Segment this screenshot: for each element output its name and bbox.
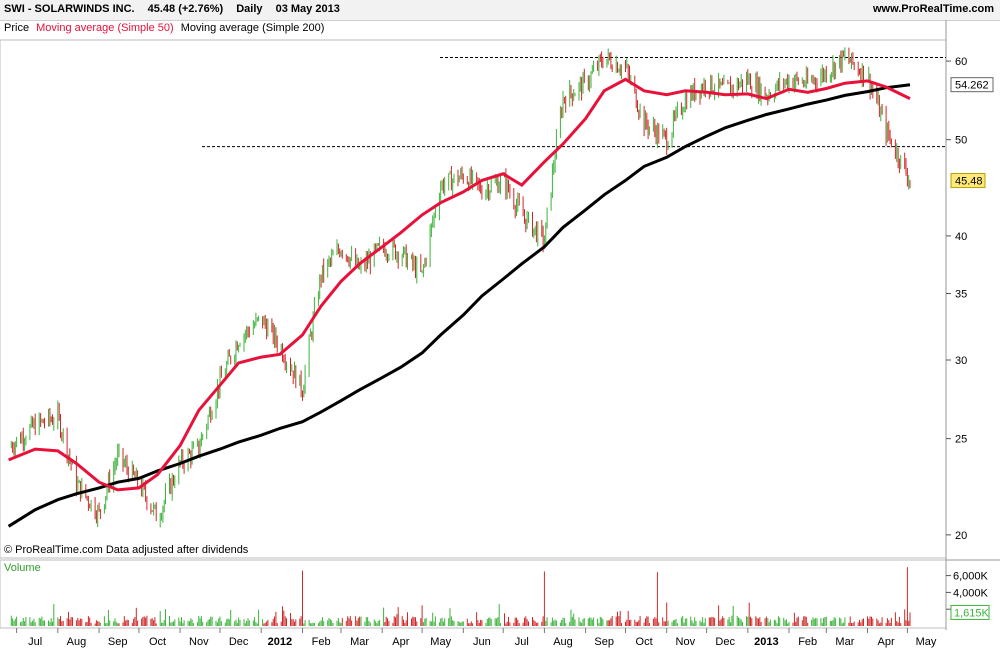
ma200-value-label: 54.262 [955,80,989,92]
y-tick-label: 25 [955,434,967,446]
x-tick-label: Apr [878,636,895,648]
title-bar: SWI - SOLARWINDS INC. 45.48 (+2.76%) Dai… [0,0,1000,21]
copyright-notice: © ProRealTime.com Data adjusted after di… [4,544,249,556]
x-tick-label: 2012 [268,636,292,648]
price-value-label: 45.48 [955,176,983,188]
x-tick-label: Aug [553,636,573,648]
y-tick-label: 30 [955,355,967,367]
x-tick-label: Apr [392,636,409,648]
volume-value-label: 1,615K [954,607,990,619]
x-tick-label: Dec [715,636,735,648]
x-tick-label: Sep [108,636,128,648]
volume-value-box [950,604,990,620]
legend-ma50[interactable]: Moving average (Simple 50) [36,22,174,34]
x-tick-label: Jun [473,636,491,648]
x-tick-label: Nov [189,636,209,648]
instrument-name: SWI - SOLARWINDS INC. [4,3,135,15]
ma200-line[interactable] [7,83,911,528]
indicator-legend: Price Moving average (Simple 50) Moving … [4,22,328,34]
y-tick-label: 35 [955,289,967,301]
x-tick-label: May [916,636,937,648]
volume-tick-label: 6,000K [953,571,989,583]
x-tick-label: May [430,636,451,648]
x-tick-label: Mar [350,636,369,648]
y-tick-label: 50 [955,135,967,147]
x-tick-label: Mar [835,636,854,648]
y-tick-label: 40 [955,231,967,243]
x-tick-label: Jul [28,636,42,648]
chart-date: 03 May 2013 [275,3,340,15]
x-tick-label: Oct [149,636,166,648]
period-label[interactable]: Daily [236,3,263,15]
x-tick-label: Dec [229,636,249,648]
y-tick-label: 20 [955,530,967,542]
last-quote: 45.48 (+2.76%) [147,3,224,15]
x-tick-label: Jul [515,636,529,648]
price-value-box [950,173,986,189]
y-tick-label: 60 [955,56,967,68]
site-link[interactable]: www.ProRealTime.com [872,3,994,15]
volume-tick-label: 4,000K [953,587,989,599]
volume-label: Volume [4,562,41,574]
x-tick-label: Aug [67,636,87,648]
ma200-value-box [950,77,994,93]
x-tick-label: Nov [676,636,696,648]
ma50-line[interactable] [8,77,911,492]
legend-price[interactable]: Price [4,22,30,34]
instrument-info: SWI - SOLARWINDS INC. 45.48 (+2.76%) Dai… [4,3,350,15]
x-tick-label: Feb [312,636,331,648]
legend-ma200[interactable]: Moving average (Simple 200) [180,22,325,34]
x-tick-label: Oct [636,636,653,648]
x-tick-label: 2013 [754,636,778,648]
x-tick-label: Sep [594,636,614,648]
x-tick-label: Feb [798,636,817,648]
